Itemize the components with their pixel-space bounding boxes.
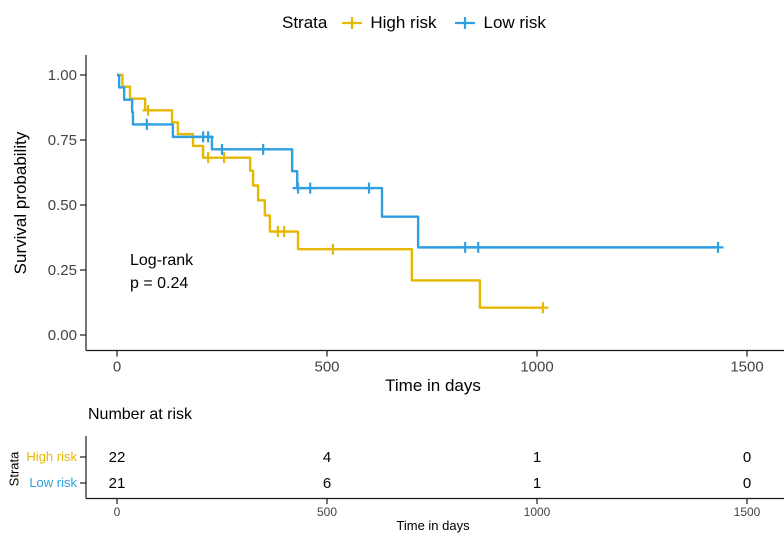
risk-count: 21: [109, 475, 126, 492]
censor-plus-icon: [342, 17, 363, 29]
risk-table-x-axis-title: Time in days: [396, 518, 470, 533]
y-tick-label: 0.75: [48, 132, 77, 149]
x-tick-label: 1000: [520, 359, 553, 376]
risk-x-tick-label: 500: [317, 505, 337, 519]
x-tick-label: 1500: [730, 359, 763, 376]
risk-count: 0: [743, 475, 751, 492]
main-axes: 0.00 0.25 0.50 0.75 1.00 0 500 1000 1500: [48, 55, 784, 376]
risk-count: 6: [323, 475, 331, 492]
risk-count: 0: [743, 449, 751, 466]
x-tick-label: 0: [113, 359, 121, 376]
y-tick-label: 0.00: [48, 327, 77, 344]
legend-label-high-risk: High risk: [370, 13, 437, 32]
censor-marks-low-risk: [141, 118, 724, 253]
survival-curve-low-risk: [117, 73, 719, 249]
legend: Strata High risk Low risk: [282, 13, 564, 33]
y-axis-title: Survival probability: [11, 131, 30, 275]
y-tick-label: 0.25: [48, 262, 77, 279]
risk-x-tick-label: 0: [114, 505, 121, 519]
y-tick-label: 1.00: [48, 67, 77, 84]
risk-count: 4: [323, 449, 331, 466]
legend-item-high-risk: High risk: [341, 13, 436, 33]
legend-title: Strata: [282, 13, 328, 32]
risk-x-tick-label: 1500: [734, 505, 761, 519]
x-tick-label: 500: [314, 359, 339, 376]
risk-row-label: High risk: [26, 449, 77, 464]
risk-x-tick-label: 1000: [524, 505, 551, 519]
legend-item-low-risk: Low risk: [454, 13, 546, 33]
survival-curve-high-risk: [117, 73, 543, 309]
censor-marks-high-risk: [142, 104, 549, 314]
risk-table: High risk 22 4 1 0 Low risk 21 6 1 0 0 500 1000 1500: [26, 436, 784, 519]
risk-count: 1: [533, 475, 541, 492]
pvalue-line: p = 0.24: [130, 275, 189, 292]
x-axis-title: Time in days: [385, 376, 481, 395]
risk-table-title: Number at risk: [88, 406, 193, 423]
logrank-line: Log-rank: [130, 252, 194, 269]
legend-label-low-risk: Low risk: [483, 13, 546, 32]
risk-row-label: Low risk: [29, 475, 77, 490]
risk-count: 1: [533, 449, 541, 466]
risk-table-strata-label: Strata: [6, 451, 22, 487]
logrank-annotation: Log-rank p = 0.24: [130, 249, 193, 295]
censor-plus-icon: [455, 17, 476, 29]
y-tick-label: 0.50: [48, 197, 77, 214]
risk-count: 22: [109, 449, 126, 466]
